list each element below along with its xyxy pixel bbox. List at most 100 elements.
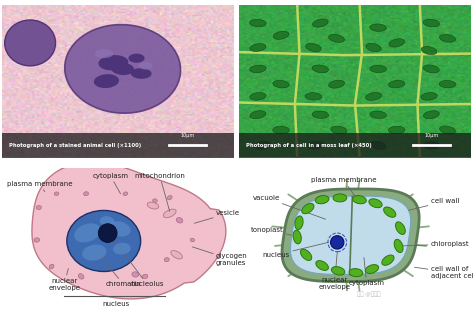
Ellipse shape bbox=[171, 250, 182, 259]
Ellipse shape bbox=[99, 55, 128, 71]
Text: nucleolus: nucleolus bbox=[109, 233, 164, 287]
Circle shape bbox=[98, 224, 117, 243]
Ellipse shape bbox=[333, 194, 347, 202]
Text: Photograph of a stained animal cell (×1100): Photograph of a stained animal cell (×11… bbox=[9, 143, 142, 148]
Ellipse shape bbox=[423, 19, 439, 27]
Ellipse shape bbox=[123, 192, 128, 196]
Ellipse shape bbox=[423, 111, 439, 119]
Ellipse shape bbox=[349, 269, 363, 277]
Ellipse shape bbox=[383, 207, 396, 217]
Ellipse shape bbox=[131, 68, 152, 79]
Ellipse shape bbox=[176, 218, 183, 223]
Ellipse shape bbox=[54, 192, 59, 196]
Ellipse shape bbox=[83, 192, 89, 196]
Ellipse shape bbox=[328, 80, 345, 88]
Ellipse shape bbox=[153, 199, 157, 203]
Ellipse shape bbox=[74, 223, 100, 243]
Ellipse shape bbox=[353, 196, 366, 204]
Ellipse shape bbox=[366, 43, 381, 52]
Ellipse shape bbox=[113, 243, 131, 255]
Ellipse shape bbox=[382, 255, 394, 265]
Ellipse shape bbox=[421, 46, 437, 55]
Text: nuclear
envelope: nuclear envelope bbox=[319, 252, 351, 290]
Ellipse shape bbox=[65, 25, 181, 113]
Text: plasma membrane: plasma membrane bbox=[311, 177, 376, 196]
Ellipse shape bbox=[305, 93, 322, 100]
Text: cytoplasm: cytoplasm bbox=[92, 173, 128, 194]
Ellipse shape bbox=[439, 126, 456, 134]
Ellipse shape bbox=[370, 65, 386, 72]
Ellipse shape bbox=[49, 264, 54, 269]
Ellipse shape bbox=[250, 93, 266, 100]
Ellipse shape bbox=[67, 210, 141, 272]
Text: vacuole: vacuole bbox=[253, 195, 326, 219]
Ellipse shape bbox=[147, 202, 159, 209]
Text: nuclear
envelope: nuclear envelope bbox=[48, 268, 81, 291]
Ellipse shape bbox=[312, 19, 328, 27]
Ellipse shape bbox=[100, 216, 114, 226]
Text: cytoplasm: cytoplasm bbox=[348, 257, 384, 286]
Ellipse shape bbox=[308, 141, 324, 149]
Ellipse shape bbox=[273, 80, 289, 88]
Ellipse shape bbox=[250, 19, 266, 27]
Ellipse shape bbox=[370, 24, 386, 32]
Ellipse shape bbox=[82, 244, 107, 261]
Ellipse shape bbox=[395, 222, 405, 234]
Ellipse shape bbox=[164, 258, 169, 262]
Ellipse shape bbox=[423, 142, 440, 149]
Text: Photograph of a cell in a moss leaf (×450): Photograph of a cell in a moss leaf (×45… bbox=[246, 143, 372, 148]
Text: mitochondrion: mitochondrion bbox=[135, 173, 185, 211]
Ellipse shape bbox=[36, 205, 41, 209]
Text: plasma membrane: plasma membrane bbox=[7, 181, 73, 192]
Ellipse shape bbox=[389, 39, 404, 47]
Ellipse shape bbox=[142, 274, 148, 278]
Text: cell wall: cell wall bbox=[409, 198, 459, 210]
Polygon shape bbox=[32, 162, 226, 299]
Ellipse shape bbox=[312, 111, 328, 118]
Ellipse shape bbox=[394, 239, 403, 253]
Ellipse shape bbox=[190, 238, 194, 242]
Circle shape bbox=[330, 236, 344, 249]
Ellipse shape bbox=[370, 111, 386, 118]
Text: 知乎 @李蒙蒙: 知乎 @李蒙蒙 bbox=[356, 291, 380, 297]
Ellipse shape bbox=[255, 141, 271, 149]
Text: chloroplast: chloroplast bbox=[401, 241, 469, 247]
Ellipse shape bbox=[273, 126, 289, 134]
Ellipse shape bbox=[128, 54, 145, 63]
Ellipse shape bbox=[132, 272, 138, 277]
Ellipse shape bbox=[369, 199, 382, 208]
Text: vesicle: vesicle bbox=[194, 210, 240, 223]
Polygon shape bbox=[291, 196, 410, 274]
Ellipse shape bbox=[421, 93, 437, 100]
Ellipse shape bbox=[306, 43, 321, 52]
Text: glycogen
granules: glycogen granules bbox=[192, 247, 248, 266]
Ellipse shape bbox=[370, 141, 386, 149]
Ellipse shape bbox=[273, 31, 289, 39]
Ellipse shape bbox=[250, 65, 266, 73]
Text: 10µm: 10µm bbox=[180, 133, 194, 138]
Ellipse shape bbox=[109, 221, 130, 237]
Ellipse shape bbox=[95, 49, 113, 58]
Ellipse shape bbox=[293, 230, 301, 244]
Text: chromatin: chromatin bbox=[96, 251, 141, 287]
Ellipse shape bbox=[302, 203, 314, 214]
Bar bbox=[239, 133, 471, 158]
Ellipse shape bbox=[331, 126, 347, 134]
Ellipse shape bbox=[439, 81, 456, 88]
Ellipse shape bbox=[301, 249, 312, 261]
Ellipse shape bbox=[78, 274, 84, 279]
Polygon shape bbox=[282, 189, 419, 282]
Ellipse shape bbox=[365, 92, 382, 100]
Ellipse shape bbox=[312, 65, 328, 73]
Ellipse shape bbox=[365, 265, 379, 273]
Ellipse shape bbox=[139, 62, 153, 70]
Ellipse shape bbox=[316, 261, 328, 270]
Ellipse shape bbox=[389, 80, 405, 88]
Bar bbox=[2, 133, 234, 158]
Text: tonoplast: tonoplast bbox=[251, 227, 292, 235]
Text: nucleus: nucleus bbox=[263, 242, 328, 258]
Text: nucleus: nucleus bbox=[102, 301, 129, 307]
Ellipse shape bbox=[5, 20, 55, 66]
Ellipse shape bbox=[315, 196, 329, 204]
Text: 10µm: 10µm bbox=[424, 133, 438, 138]
